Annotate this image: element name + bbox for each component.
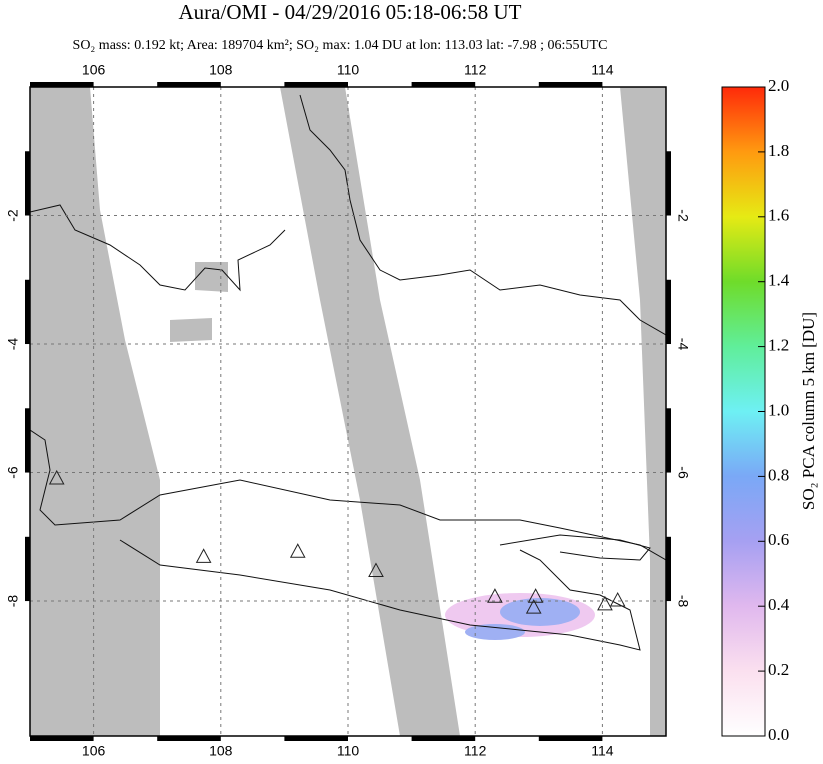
x-tick-label: 112 [464,743,487,759]
x-tick-label: 110 [337,62,360,78]
y-tick-bar [666,536,671,602]
colorbar-tick-label: 0.4 [768,595,790,614]
x-tick-label: 106 [82,743,106,759]
x-tick-bar [411,736,476,741]
y-tick-label: -8 [675,595,691,608]
volcano [597,595,613,611]
x-tick-label: 112 [464,62,487,78]
colorbar-tick-label: 1.2 [768,336,789,355]
y-tick-label: -8 [5,595,21,608]
colorbar-tick-label: 1.6 [768,206,789,225]
volcano [525,599,542,614]
no-data-swath [30,87,160,736]
y-tick-bar [25,151,30,216]
colorbar-label: SO₂ PCA column 5 km [DU] [799,312,818,510]
colorbar-tick-label: 1.0 [768,400,789,419]
volcano-layer [48,469,626,614]
chart-title: Aura/OMI - 04/29/2016 05:18-06:58 UT [179,0,522,24]
y-tick-bar [666,151,671,216]
y-tick-label: -6 [5,466,21,479]
x-tick-label: 106 [82,62,106,78]
x-tick-bar [538,82,603,87]
x-tick-label: 108 [209,62,233,78]
no-data-swath [620,87,666,736]
x-tick-bar [157,736,221,741]
coastline [299,94,666,336]
y-tick-label: -4 [5,338,21,351]
x-tick-bar [30,736,94,741]
x-tick-bar [284,736,348,741]
volcano [48,469,65,485]
x-tick-bar [284,82,348,87]
no-data-patch [170,318,212,342]
x-tick-bar [538,736,603,741]
so2-plume [465,624,525,640]
chart-subtitle: SO₂ mass: 0.192 kt; Area: 189704 km²; SO… [73,38,608,53]
colorbar-tick-label: 0.0 [768,725,789,744]
y-tick-bar [25,536,30,602]
x-tick-bar [30,82,94,87]
colorbar-tick-label: 0.2 [768,660,789,679]
x-tick-label: 110 [337,743,360,759]
y-tick-bar [666,408,671,473]
coastline [499,534,651,561]
axes: 106 106 108 108 110 110 112 112 114 114 -2 -2 -4 -4 -6… [5,62,692,759]
colorbar-tick-label: 0.6 [768,530,789,549]
y-tick-label: -2 [675,209,691,222]
x-tick-label: 108 [209,743,233,759]
volcano [527,588,544,603]
y-tick-label: -4 [675,338,691,351]
x-tick-label: 114 [591,62,614,78]
y-tick-bar [666,279,671,345]
y-tick-bar [25,279,30,345]
volcano [195,548,212,563]
volcano [609,592,626,607]
colorbar-tick-label: 1.4 [768,271,790,290]
volcano [289,543,306,558]
volcano [368,562,384,578]
grid [30,87,666,736]
colorbar-tick-label: 2.0 [768,76,789,95]
no-data-patch [195,262,228,292]
x-tick-bar [157,82,221,87]
coastline [30,429,666,561]
y-tick-bar [25,408,30,473]
y-tick-label: -2 [5,209,21,222]
coastline [30,204,286,292]
colorbar-tick-label: 1.8 [768,141,789,160]
x-tick-bar [411,82,476,87]
y-tick-label: -6 [675,466,691,479]
no-data-swath [280,87,460,736]
volcano [487,588,503,603]
colorbar-tick-label: 0.8 [768,465,789,484]
x-tick-label: 114 [591,743,614,759]
coastline [119,539,641,651]
